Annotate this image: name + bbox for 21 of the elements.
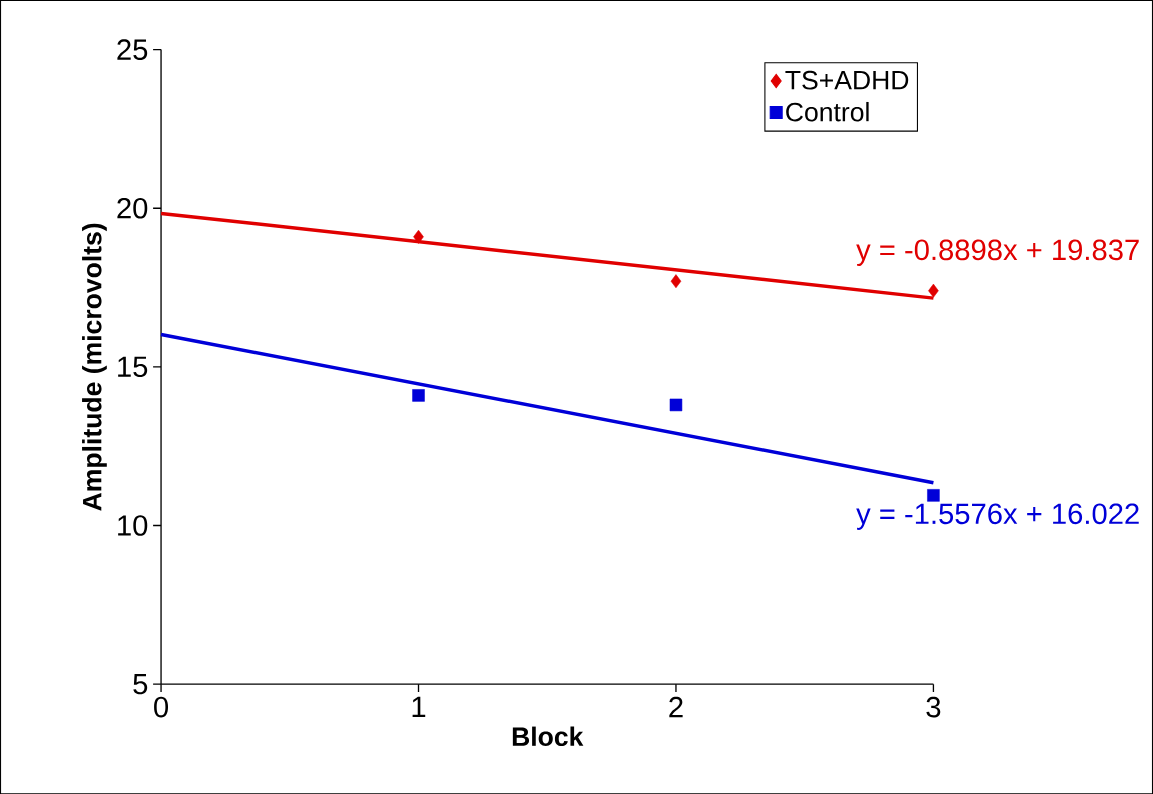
x-tick-label: 2	[669, 696, 683, 718]
point	[670, 274, 682, 289]
x-axis-title: Block	[512, 726, 584, 746]
point	[412, 389, 425, 402]
point	[927, 489, 940, 502]
annotation: y = -1.5576x + 16.022	[856, 503, 1139, 530]
y-tick-label: 15	[118, 356, 148, 377]
annotation: y = -0.8898x + 19.837	[856, 239, 1139, 266]
legend-label: TS+ADHD	[785, 70, 909, 90]
x-tick-label: 3	[926, 696, 941, 718]
y-tick-label: 25	[117, 39, 148, 60]
legend-label: Control	[786, 101, 869, 122]
y-tick-label: 20	[117, 197, 148, 219]
point	[669, 398, 683, 412]
point	[928, 283, 939, 298]
x-tick-label: 1	[412, 696, 426, 717]
point	[413, 229, 424, 244]
y-axis-title: Amplitude (microvolts)	[82, 223, 107, 511]
x-tick-label: 0	[154, 696, 169, 718]
y-tick-label: 5	[133, 673, 148, 695]
y-tick-label: 10	[118, 515, 148, 536]
